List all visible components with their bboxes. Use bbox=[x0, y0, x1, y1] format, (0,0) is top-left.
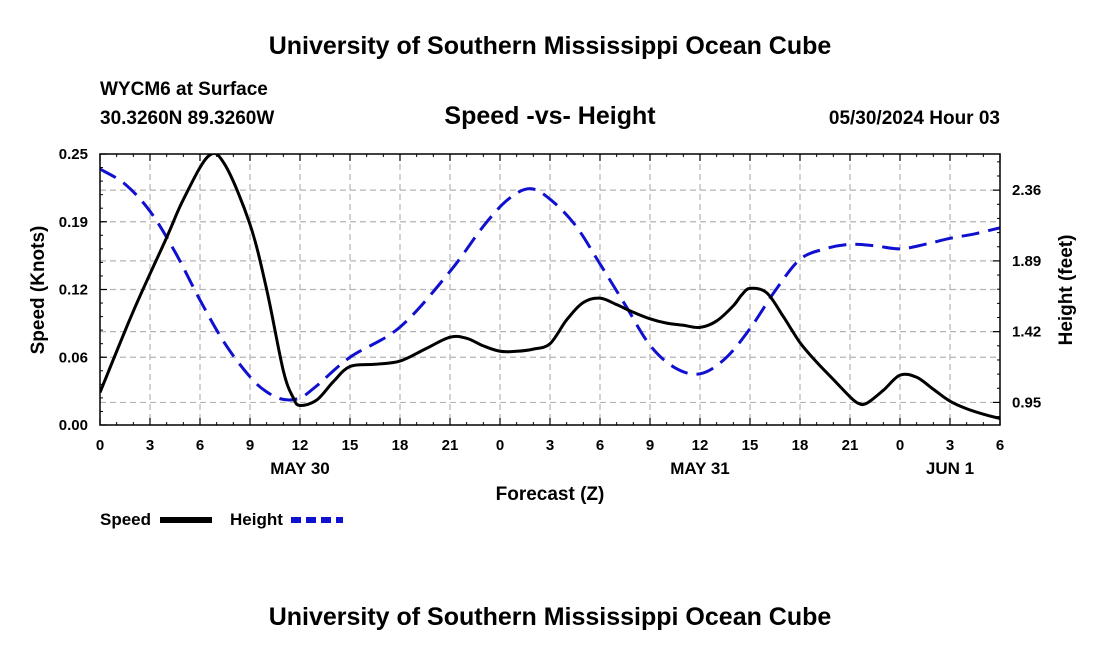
legend: Speed Height bbox=[100, 510, 343, 529]
y2-tick-label: 1.89 bbox=[1012, 253, 1041, 270]
station-coords: 30.3260N 89.3260W bbox=[100, 108, 274, 129]
grid bbox=[100, 154, 1000, 425]
x-tick-label: 0 bbox=[896, 437, 904, 454]
series-line-height bbox=[100, 167, 1000, 402]
x-tick-label: 12 bbox=[292, 437, 309, 454]
x-tick-label: 0 bbox=[96, 437, 104, 454]
x-tick-label: 12 bbox=[692, 437, 709, 454]
footer-title: University of Southern Mississippi Ocean… bbox=[269, 603, 832, 631]
x-tick-label: 0 bbox=[496, 437, 504, 454]
y-tick-label: 0.12 bbox=[59, 282, 88, 299]
x-tick-label: 6 bbox=[596, 437, 604, 454]
x-tick-label: 6 bbox=[196, 437, 204, 454]
x-tick-label: 3 bbox=[946, 437, 954, 454]
axis-tick-labels: 0 3 6 9 12 15 18 21 0 3 6 9 12 15 18 21 0 3 6 0.00 0.06 0.12 0… bbox=[59, 146, 1041, 478]
y-tick-label: 0.00 bbox=[59, 417, 88, 434]
x-tick-label: 3 bbox=[146, 437, 154, 454]
x-date-label: MAY 31 bbox=[670, 459, 730, 478]
x-tick-label: 21 bbox=[442, 437, 459, 454]
y-tick-label: 0.06 bbox=[59, 349, 88, 366]
chart-title: Speed -vs- Height bbox=[444, 102, 656, 130]
legend-height-label: Height bbox=[230, 510, 283, 529]
x-tick-label: 21 bbox=[842, 437, 859, 454]
legend-speed-label: Speed bbox=[100, 510, 151, 529]
page-title: University of Southern Mississippi Ocean… bbox=[269, 32, 832, 60]
x-axis-title: Forecast (Z) bbox=[496, 484, 605, 505]
axis-ticks bbox=[99, 153, 1001, 426]
x-tick-label: 15 bbox=[742, 437, 759, 454]
chart-timestamp: 05/30/2024 Hour 03 bbox=[829, 108, 1000, 129]
y-tick-label: 0.19 bbox=[59, 214, 88, 231]
y2-tick-label: 1.42 bbox=[1012, 324, 1041, 341]
series-layer bbox=[100, 154, 1000, 420]
x-date-label: MAY 30 bbox=[270, 459, 330, 478]
series-line-speed bbox=[100, 154, 1000, 420]
x-tick-label: 9 bbox=[646, 437, 654, 454]
x-tick-label: 3 bbox=[546, 437, 554, 454]
x-tick-label: 15 bbox=[342, 437, 359, 454]
station-label: WYCM6 at Surface bbox=[100, 79, 268, 100]
x-date-label: JUN 1 bbox=[926, 459, 974, 478]
x-tick-label: 9 bbox=[246, 437, 254, 454]
x-tick-label: 18 bbox=[392, 437, 409, 454]
x-tick-label: 18 bbox=[792, 437, 809, 454]
y2-axis-title: Height (feet) bbox=[1056, 235, 1077, 346]
y2-tick-label: 2.36 bbox=[1012, 182, 1041, 199]
y2-tick-label: 0.95 bbox=[1012, 394, 1041, 411]
y-axis-title: Speed (Knots) bbox=[28, 226, 49, 355]
x-tick-label: 6 bbox=[996, 437, 1004, 454]
y-tick-label: 0.25 bbox=[59, 146, 88, 163]
